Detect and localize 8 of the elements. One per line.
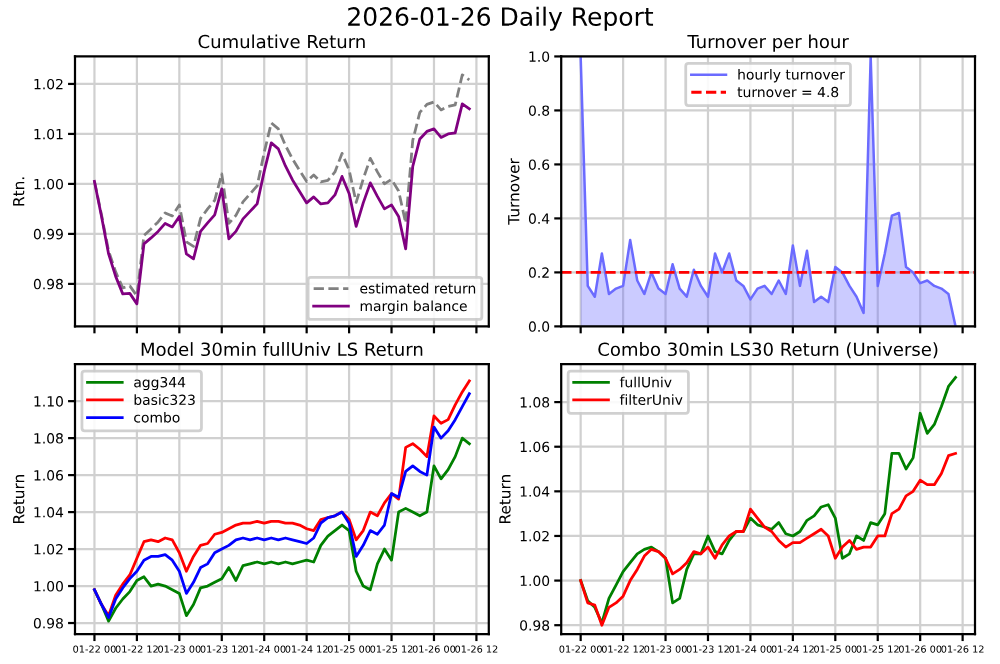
line-series <box>579 452 957 627</box>
text: 2026-01-26 Daily Report <box>348 6 654 31</box>
chart-title: Combo 30min LS30 Return (Universe) <box>598 342 938 359</box>
line-series <box>579 376 957 625</box>
chart-title: Cumulative Return <box>198 34 365 49</box>
chart-title: Turnover per hour <box>687 34 849 52</box>
line-series <box>93 73 471 298</box>
chart-title: Model 30min fullUniv LS Return <box>141 342 423 357</box>
